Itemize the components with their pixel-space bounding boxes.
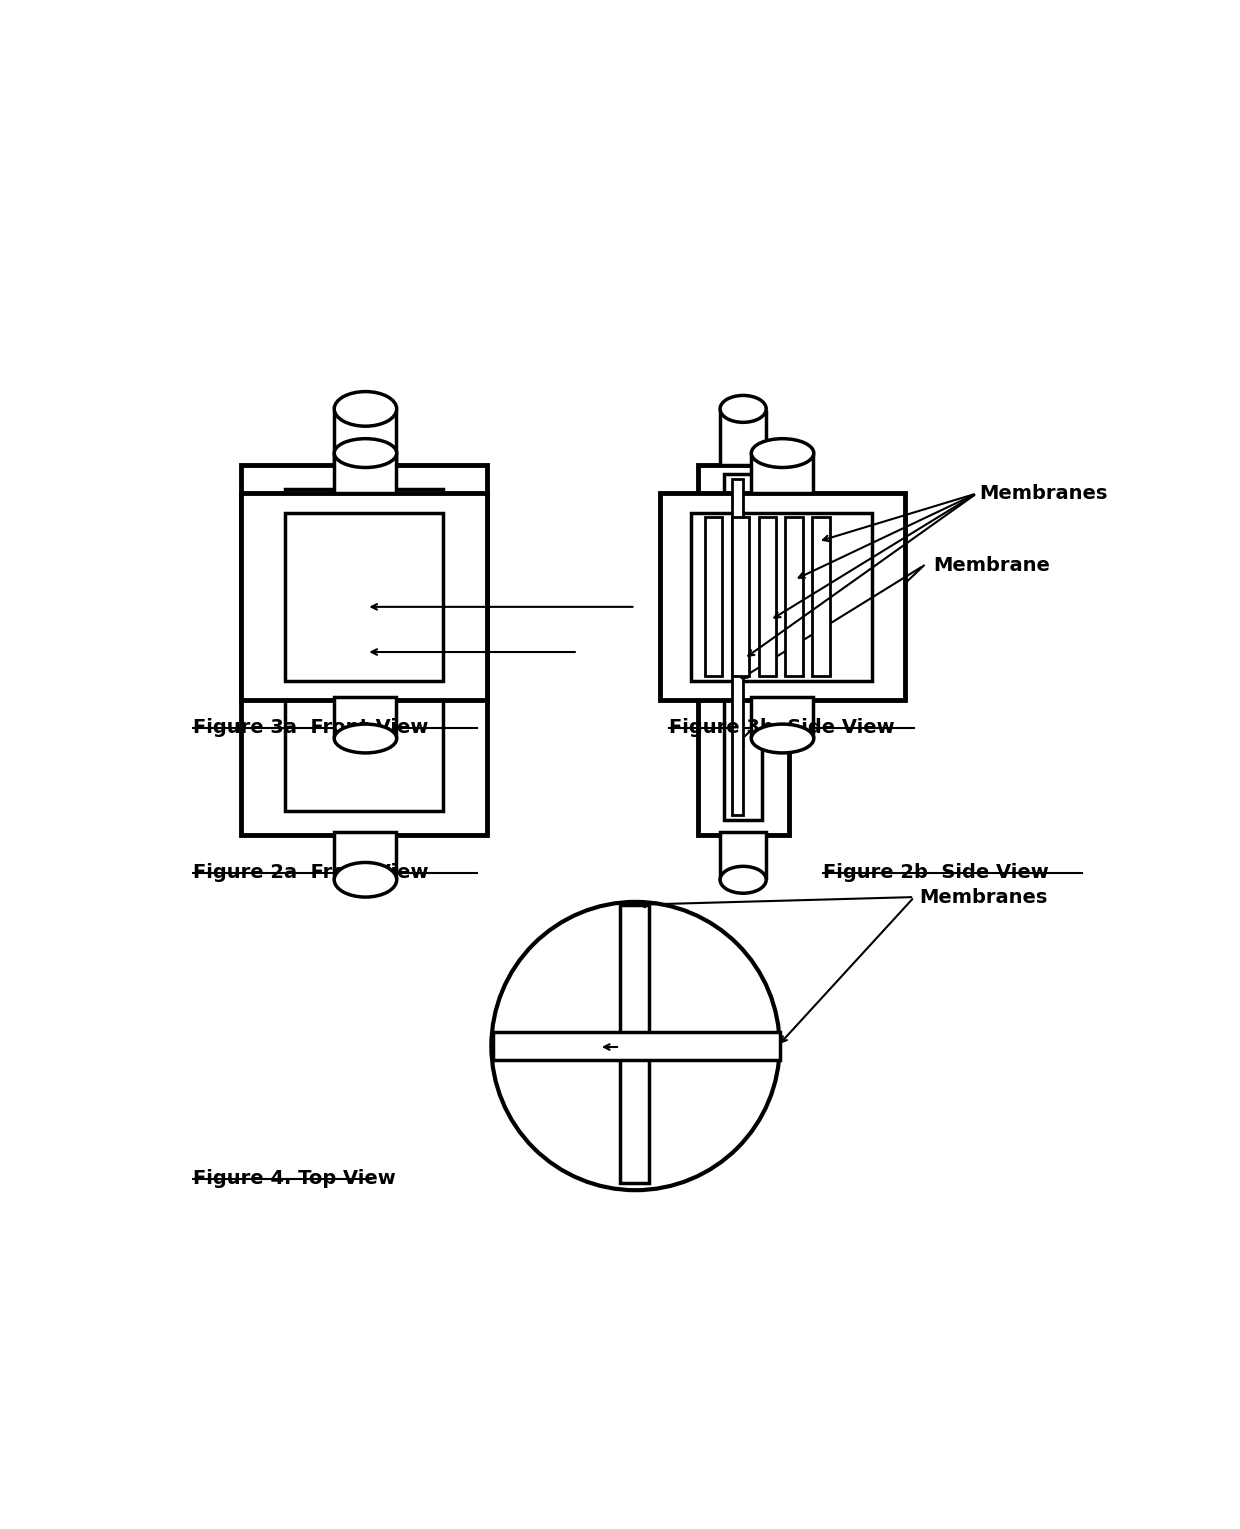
Bar [732,479,743,815]
Text: Membranes: Membranes [919,887,1048,907]
Bar [724,474,763,820]
Ellipse shape [720,867,766,893]
Text: Figure 3b  Side View: Figure 3b Side View [670,719,895,737]
Ellipse shape [335,725,397,752]
Text: Figure 3a  Front View: Figure 3a Front View [193,719,429,737]
Bar [494,1032,780,1061]
Ellipse shape [720,396,766,422]
Bar [620,905,649,1183]
Text: Figure 4. Top View: Figure 4. Top View [193,1170,397,1188]
Bar [242,494,486,700]
Bar [720,411,766,465]
Bar [785,517,802,676]
Bar [334,832,397,878]
Bar [720,832,766,878]
Bar [242,465,486,835]
Bar [751,456,813,494]
Text: Membrane: Membrane [934,557,1050,575]
Bar [698,465,789,835]
Ellipse shape [335,391,397,427]
Text: Figure 2a  Front View: Figure 2a Front View [193,864,429,882]
Bar [751,697,813,735]
Bar [334,697,397,735]
Bar [660,494,905,700]
Ellipse shape [751,725,813,752]
Bar [759,517,776,676]
Bar [334,411,397,465]
Bar [285,489,444,810]
Bar [704,517,722,676]
Bar [285,512,444,680]
Bar [812,517,830,676]
Ellipse shape [751,439,813,468]
Text: Figure 2b  Side View: Figure 2b Side View [823,864,1049,882]
Text: Membranes: Membranes [980,485,1107,503]
Bar [334,456,397,494]
Ellipse shape [335,862,397,898]
Bar [691,512,872,680]
Bar [732,517,749,676]
Ellipse shape [335,439,397,468]
